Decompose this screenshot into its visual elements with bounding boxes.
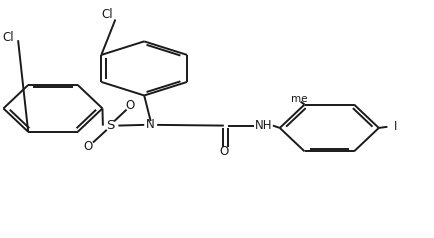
Text: O: O (84, 140, 93, 153)
Text: S: S (106, 119, 115, 132)
Text: Cl: Cl (3, 31, 14, 44)
Text: O: O (126, 99, 135, 112)
Text: NH: NH (255, 119, 272, 132)
Text: I: I (394, 120, 397, 133)
Text: O: O (219, 145, 228, 158)
Text: me: me (291, 94, 308, 104)
Text: Cl: Cl (102, 8, 113, 21)
Text: N: N (146, 118, 155, 131)
